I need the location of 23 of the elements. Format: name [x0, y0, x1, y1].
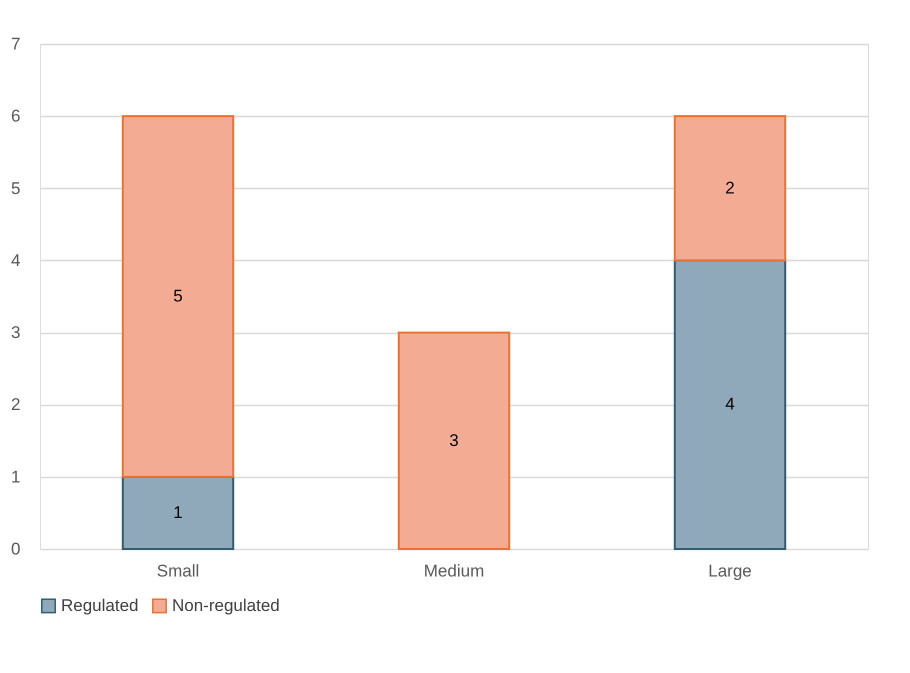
- x-tick-label: Large: [708, 562, 752, 580]
- data-label: 3: [449, 430, 459, 450]
- data-label: 5: [173, 286, 183, 306]
- y-tick-label: 2: [11, 395, 20, 414]
- x-tick-label: Medium: [424, 562, 484, 580]
- y-tick-label: 5: [11, 178, 20, 198]
- y-tick-label: 4: [11, 250, 20, 270]
- x-tick-label: Small: [156, 562, 200, 580]
- data-label: 2: [725, 178, 735, 198]
- bar: [674, 259, 786, 550]
- bar: [122, 476, 234, 550]
- data-label: 4: [725, 394, 735, 414]
- y-tick-label: 6: [11, 106, 20, 126]
- legend-label: Non-regulated: [172, 596, 280, 615]
- y-tick-label: 7: [11, 34, 20, 54]
- bar: [122, 115, 234, 478]
- bar: [674, 115, 786, 262]
- data-label: 1: [173, 502, 183, 522]
- legend-label: Regulated: [61, 596, 139, 615]
- y-tick-label: 0: [11, 540, 20, 558]
- bar: [398, 332, 510, 550]
- y-tick-label: 1: [11, 467, 20, 486]
- y-tick-label: 3: [11, 323, 20, 342]
